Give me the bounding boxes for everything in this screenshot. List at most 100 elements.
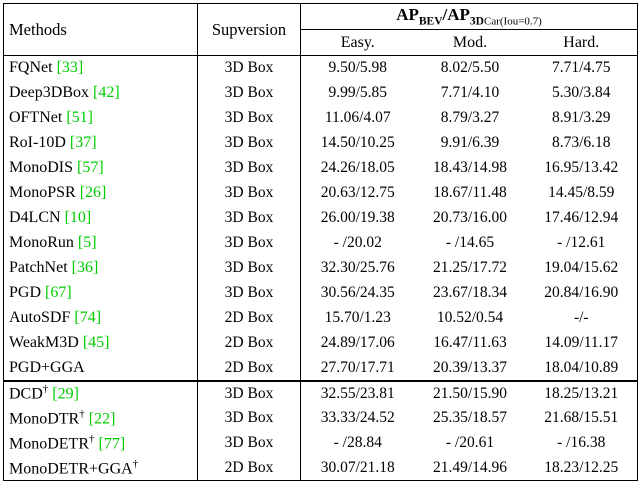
- citation: [36]: [71, 259, 99, 276]
- easy-cell: 32.30/25.76: [320, 259, 395, 276]
- hard-cell: 16.95/13.42: [544, 159, 619, 176]
- method-name: PGD: [9, 284, 42, 301]
- supervision-cell: 3D Box: [197, 379, 301, 406]
- easy-cell: 14.50/10.25: [320, 134, 395, 151]
- table-row: MonoDETR† [77] 3D Box - /28.84 - /20.61 …: [3, 430, 638, 456]
- method-name: Deep3DBox: [9, 84, 89, 101]
- mod-cell: 20.73/16.00: [432, 209, 508, 226]
- method-name: PatchNet: [9, 259, 68, 276]
- supervision-cell: 2D Box: [197, 455, 301, 481]
- method-name: OFTNet: [9, 109, 63, 126]
- ap-bev-subscript: BEV: [418, 15, 443, 28]
- table-row: MonoDTR† [22] 3D Box 33.33/24.52 25.35/1…: [3, 405, 638, 431]
- mod-cell: 18.67/11.48: [433, 184, 507, 201]
- hard-cell: 18.25/13.21: [525, 379, 638, 406]
- supervision-cell: 3D Box: [197, 405, 301, 431]
- table-header: Methods Supversion APBEV/AP3DCar(Iou=0.7…: [3, 3, 638, 56]
- supervision-cell: 3D Box: [197, 255, 301, 281]
- citation: [42]: [92, 84, 120, 101]
- table-row: MonoDETR+GGA† 2D Box 30.07/21.18 21.49/1…: [3, 455, 638, 481]
- methods-column-header: Methods: [3, 3, 198, 56]
- method-name: MonoDETR: [9, 435, 89, 453]
- method-name: D4LCN: [9, 209, 61, 226]
- table-row: PatchNet [36] 3D Box 32.30/25.76 21.25/1…: [3, 255, 638, 281]
- method-cell: MonoDETR+GGA†: [3, 455, 198, 481]
- hard-cell: 18.23/12.25: [544, 458, 619, 476]
- method-cell: PatchNet [36]: [3, 255, 198, 281]
- citation: [74]: [74, 309, 102, 326]
- method-name: MonoRun: [9, 234, 74, 251]
- results-table: Methods Supversion APBEV/AP3DCar(Iou=0.7…: [3, 3, 639, 481]
- table-row: RoI-10D [37] 3D Box 14.50/10.25 9.91/6.3…: [3, 130, 638, 156]
- easy-cell: 20.63/12.75: [320, 184, 395, 201]
- method-name: MonoDIS: [9, 159, 74, 176]
- method-cell: Deep3DBox [42]: [3, 80, 198, 106]
- method-cell: MonoRun [5]: [3, 230, 198, 256]
- header-row-1: Methods Supversion APBEV/AP3DCar(Iou=0.7…: [3, 3, 638, 56]
- hard-cell: 17.46/12.94: [544, 209, 619, 226]
- citation: [37]: [69, 134, 97, 151]
- citation: [77]: [98, 435, 126, 453]
- citation: [51]: [66, 109, 93, 126]
- hard-cell: 14.45/8.59: [548, 184, 615, 201]
- easy-cell: 32.55/23.81: [300, 379, 415, 406]
- method-cell: MonoDTR† [22]: [3, 405, 198, 431]
- mod-cell: 8.79/3.27: [440, 109, 500, 126]
- hard-cell: - /12.61: [557, 234, 606, 251]
- method-name: RoI-10D: [9, 134, 66, 151]
- easy-cell: - /20.02: [333, 234, 382, 251]
- supervision-cell: 3D Box: [197, 130, 301, 156]
- mod-cell: - /14.65: [445, 234, 495, 251]
- method-cell: MonoDETR† [77]: [3, 430, 198, 456]
- supervision-column-header: Supversion: [197, 3, 301, 56]
- mod-cell: 21.49/14.96: [432, 458, 508, 476]
- table-row: Deep3DBox [42] 3D Box 9.99/5.85 7.71/4.1…: [3, 80, 638, 106]
- mod-cell: 18.43/14.98: [432, 159, 508, 176]
- supervision-cell: 3D Box: [197, 205, 301, 231]
- easy-cell: 26.00/19.38: [320, 209, 395, 226]
- hard-cell: 5.30/3.84: [551, 84, 611, 101]
- table-row: PGD [67] 3D Box 30.56/24.35 23.67/18.34 …: [3, 280, 638, 306]
- hard-cell: 8.91/3.29: [551, 109, 611, 126]
- supervision-cell: 3D Box: [197, 155, 301, 181]
- supervision-cell: 2D Box: [197, 355, 301, 381]
- method-cell: PGD [67]: [3, 280, 198, 306]
- table-row: MonoRun [5] 3D Box - /20.02 - /14.65 - /…: [3, 230, 638, 256]
- easy-cell: 9.99/5.85: [328, 84, 388, 101]
- dagger-mark: †: [42, 383, 49, 396]
- dagger-mark: †: [79, 407, 85, 420]
- mod-cell: 25.35/18.57: [432, 409, 508, 426]
- supervision-cell: 3D Box: [197, 230, 301, 256]
- method-name: MonoPSR: [9, 184, 76, 201]
- table-row: AutoSDF [74] 2D Box 15.70/1.23 10.52/0.5…: [3, 305, 638, 331]
- supervision-cell: 3D Box: [197, 105, 301, 131]
- ap-bev-label: AP: [396, 5, 419, 25]
- iou-condition-label: Car(Iou=0.7): [483, 15, 542, 28]
- mod-cell: 21.50/15.90: [414, 379, 526, 406]
- method-cell: WeakM3D [45]: [3, 330, 198, 356]
- easy-cell: 33.33/24.52: [320, 409, 395, 426]
- table-row: MonoDIS [57] 3D Box 24.26/18.05 18.43/14…: [3, 155, 638, 181]
- mod-cell: - /20.61: [445, 434, 495, 451]
- easy-cell: 24.26/18.05: [320, 159, 395, 176]
- citation: [45]: [82, 334, 110, 351]
- easy-column-header: Easy.: [340, 33, 375, 51]
- table-row: WeakM3D [45] 2D Box 24.89/17.06 16.47/11…: [3, 330, 638, 356]
- method-cell: FQNet [33]: [3, 55, 198, 81]
- method-cell: D4LCN [10]: [3, 205, 198, 231]
- hard-cell: 21.68/15.51: [544, 409, 619, 426]
- method-cell: DCD† [29]: [3, 379, 198, 406]
- easy-cell: - /28.84: [333, 434, 382, 451]
- citation: [26]: [79, 184, 107, 201]
- mod-cell: 9.91/6.39: [440, 134, 500, 151]
- hard-cell: 20.84/16.90: [544, 284, 619, 301]
- method-cell: MonoDIS [57]: [3, 155, 198, 181]
- header-row-2: Easy. Mod. Hard.: [4, 30, 638, 56]
- supervision-cell: 3D Box: [197, 280, 301, 306]
- table-row: PGD+GGA 2D Box 27.70/17.71 20.39/13.37 1…: [3, 355, 638, 381]
- easy-cell: 30.56/24.35: [320, 284, 395, 301]
- ap-metric-header: APBEV/AP3DCar(Iou=0.7): [300, 3, 638, 30]
- dagger-mark: †: [89, 432, 95, 445]
- hard-cell: 19.04/15.62: [544, 259, 619, 276]
